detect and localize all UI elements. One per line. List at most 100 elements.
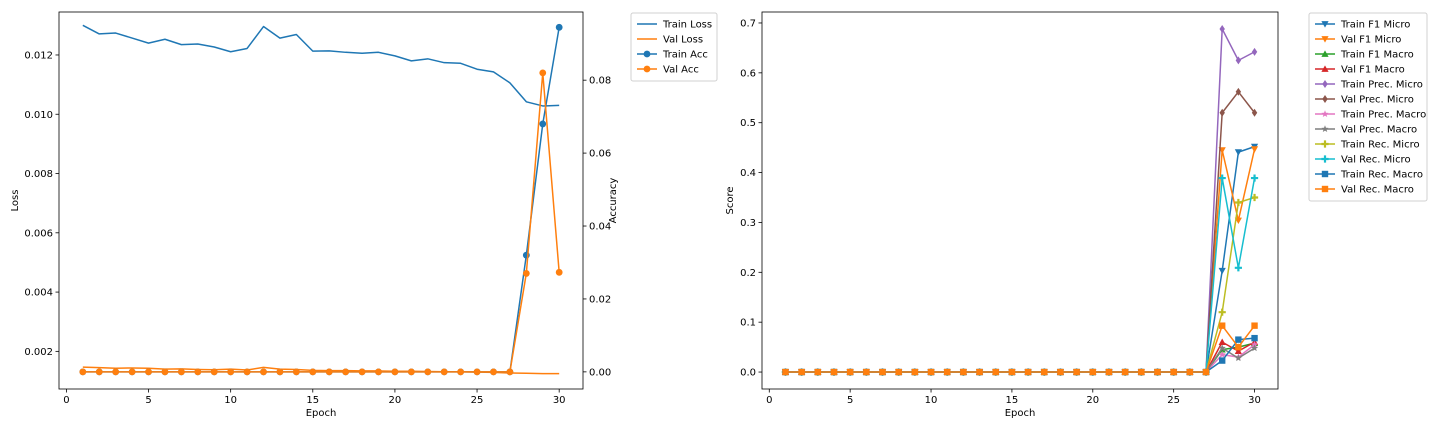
y-tick-label: 0.004	[24, 288, 53, 299]
legend-entry-val-rec-micro: Val Rec. Micro	[1341, 155, 1411, 166]
y-tick-label: 0.6	[740, 68, 756, 79]
y-tick-label: 0.7	[740, 18, 756, 29]
legend-marker	[1321, 65, 1329, 72]
data-point	[782, 368, 789, 376]
data-point	[863, 368, 870, 376]
data-point	[522, 270, 530, 277]
data-point	[358, 368, 366, 376]
series-line	[785, 145, 1255, 373]
data-point	[95, 368, 103, 376]
data-point	[391, 368, 399, 376]
data-point	[1105, 368, 1113, 376]
data-point	[555, 23, 563, 31]
series-line	[785, 341, 1255, 373]
data-point	[112, 368, 120, 376]
data-point	[911, 368, 919, 376]
data-point	[539, 120, 547, 128]
y-tick-label: 0.5	[740, 118, 756, 129]
data-point	[1218, 338, 1226, 346]
plot-frame	[761, 11, 1279, 390]
data-point	[375, 368, 382, 376]
data-point	[830, 368, 838, 376]
data-point	[1234, 149, 1242, 156]
series-val-prec-micro	[782, 87, 1258, 377]
x-tick-label: 30	[553, 395, 566, 406]
data-point	[1186, 368, 1194, 376]
data-point	[539, 69, 547, 77]
legend-marker	[1322, 95, 1328, 103]
y-tick-label: 0.3	[740, 218, 756, 229]
data-point	[1218, 267, 1226, 275]
series-train-prec-micro	[782, 24, 1258, 377]
data-point	[814, 368, 822, 376]
data-point	[342, 368, 350, 376]
x-tick-label: 30	[1248, 395, 1261, 406]
data-point	[1218, 322, 1226, 329]
data-point	[1121, 368, 1129, 376]
data-point	[1250, 174, 1259, 182]
y-axis-label: Loss	[10, 190, 21, 212]
series-val-acc	[79, 69, 563, 376]
data-point	[992, 368, 999, 376]
y-tick-label: 0.1	[740, 318, 756, 329]
series-line	[785, 347, 1255, 373]
data-point	[309, 368, 317, 376]
data-point	[243, 368, 251, 376]
series-line	[785, 91, 1256, 373]
data-point	[960, 368, 967, 376]
data-point	[210, 368, 218, 376]
x-tick-label: 5	[847, 395, 853, 406]
y2-axis-label: Accuracy	[608, 178, 619, 224]
data-point	[1235, 87, 1242, 96]
data-point	[1154, 368, 1161, 376]
y2-tick-label: 0.00	[589, 367, 611, 378]
data-point	[1251, 47, 1258, 56]
y2-tick-label: 0.04	[589, 222, 611, 233]
data-point	[1089, 368, 1096, 376]
legend-marker	[1322, 80, 1328, 88]
data-point	[194, 368, 202, 376]
legend-entry-val-acc: Val Acc	[663, 65, 699, 76]
legend-entry-val-prec-macro: Val Prec. Macro	[1341, 125, 1417, 136]
series-line	[82, 72, 560, 373]
legend-entry-val-prec-micro: Val Prec. Micro	[1341, 95, 1414, 106]
data-point	[1057, 368, 1064, 376]
data-point	[879, 368, 886, 376]
data-point	[555, 268, 563, 276]
data-point	[490, 368, 497, 376]
x-tick-label: 5	[145, 395, 151, 406]
score-chart: 0 5 10 15 20 25 30 0.0 0.1 0.2 0.3 0.4 0.5 0.6 0.7 Epoc…	[725, 11, 1428, 419]
data-point	[227, 368, 235, 376]
legend-marker	[1321, 36, 1329, 43]
data-point	[1024, 368, 1032, 376]
data-point	[1234, 264, 1242, 272]
legend-marker	[1321, 110, 1329, 118]
series-train-loss	[82, 24, 560, 107]
data-point	[325, 368, 333, 376]
data-point	[1235, 343, 1242, 351]
y-tick-label: 0.012	[24, 50, 53, 61]
legend-marker	[643, 65, 651, 73]
data-point	[79, 368, 87, 376]
series-line	[785, 324, 1256, 373]
legend-marker	[1321, 185, 1329, 193]
legend-marker	[1321, 21, 1329, 28]
y-tick-label: 0.008	[24, 169, 53, 180]
data-point	[1250, 146, 1259, 153]
data-point	[177, 368, 185, 376]
y2-tick-label: 0.02	[589, 294, 611, 305]
data-point	[1251, 322, 1258, 329]
data-point	[1234, 198, 1242, 207]
y-tick-label: 0.002	[24, 347, 53, 358]
y-tick-label: 0.006	[24, 228, 53, 239]
data-point	[457, 368, 465, 376]
data-point	[1218, 308, 1226, 316]
data-point	[1251, 108, 1258, 117]
x-axis-label: Epoch	[306, 408, 337, 419]
x-tick-label: 0	[63, 395, 69, 406]
loss-accuracy-chart: 0 5 10 15 20 25 30 0.002 0.004 0.006 0.008 0.010 0.0…	[10, 11, 718, 419]
data-point	[927, 368, 935, 376]
data-point	[944, 368, 951, 376]
y-axis-label: Score	[725, 186, 736, 214]
data-point	[473, 368, 481, 376]
